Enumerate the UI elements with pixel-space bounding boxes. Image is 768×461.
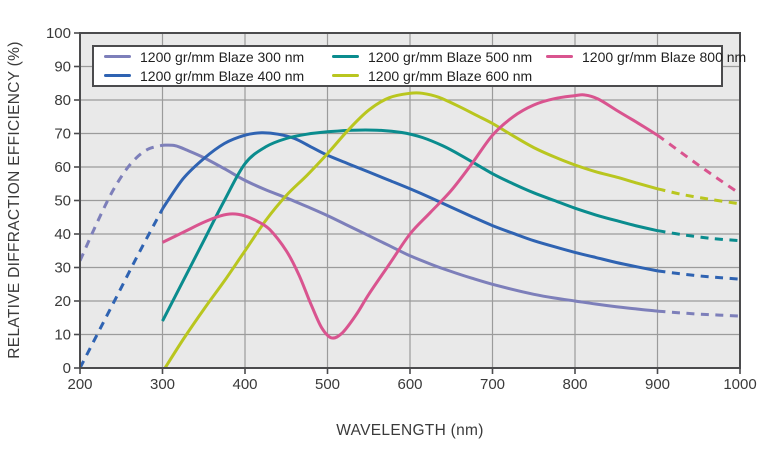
curve-blaze-400-solid xyxy=(161,131,658,273)
legend-swatch-blaze-800 xyxy=(546,54,573,59)
x-tick-label: 500 xyxy=(315,376,340,393)
curve-blaze-600-solid xyxy=(163,91,658,368)
legend-label: 1200 gr/mm Blaze 500 nm xyxy=(368,48,533,65)
y-axis-title: RELATIVE DIFFRACTION EFFICIENCY (%) xyxy=(6,41,23,359)
legend-label: 1200 gr/mm Blaze 300 nm xyxy=(140,48,305,65)
x-tick-label: 400 xyxy=(232,376,257,393)
y-tick-label: 90 xyxy=(54,59,71,76)
x-tick-label: 800 xyxy=(562,376,587,393)
x-tick-label: 600 xyxy=(397,376,422,393)
series-group xyxy=(80,91,740,368)
legend-item-blaze-400: 1200 gr/mm Blaze 400 nm xyxy=(104,66,332,85)
x-tick-label: 700 xyxy=(480,376,505,393)
x-tick-label: 200 xyxy=(67,376,92,393)
legend-swatch-blaze-500 xyxy=(332,54,359,59)
legend-item-blaze-800: 1200 gr/mm Blaze 800 nm xyxy=(546,47,746,66)
y-tick-label: 80 xyxy=(54,92,71,109)
y-tick-label: 0 xyxy=(63,360,71,377)
y-tick-label: 70 xyxy=(54,126,71,143)
x-axis-title: WAVELENGTH (nm) xyxy=(336,422,484,439)
y-tick-label: 100 xyxy=(46,25,71,42)
legend-swatch-blaze-600 xyxy=(332,73,359,78)
y-tick-label: 50 xyxy=(54,193,71,210)
y-tick-label: 20 xyxy=(54,293,71,310)
legend-item-blaze-300: 1200 gr/mm Blaze 300 nm xyxy=(104,47,332,66)
curve-blaze-800-solid xyxy=(161,93,659,340)
legend-item-blaze-500: 1200 gr/mm Blaze 500 nm xyxy=(332,47,546,66)
legend-label: 1200 gr/mm Blaze 800 nm xyxy=(582,48,747,65)
legend-swatch-blaze-300 xyxy=(104,54,131,59)
curve-blaze-500-solid xyxy=(161,128,658,322)
x-tick-label: 300 xyxy=(150,376,175,393)
curve-blaze-400-extrapolated xyxy=(80,208,164,368)
curve-blaze-300-extrapolated xyxy=(80,143,163,262)
y-tick-label: 30 xyxy=(54,260,71,277)
plot-frame xyxy=(79,32,741,369)
legend-swatch-blaze-400 xyxy=(104,73,131,78)
y-tick-label: 10 xyxy=(54,327,71,344)
legend-label: 1200 gr/mm Blaze 400 nm xyxy=(140,67,305,84)
legend-item-blaze-600: 1200 gr/mm Blaze 600 nm xyxy=(332,66,546,85)
x-tick-label: 900 xyxy=(645,376,670,393)
legend-label: 1200 gr/mm Blaze 600 nm xyxy=(368,67,533,84)
legend-items: 1200 gr/mm Blaze 300 nm 1200 gr/mm Blaze … xyxy=(104,47,746,85)
x-tick-label: 1000 xyxy=(723,376,756,393)
curve-blaze-800-extrapolated xyxy=(656,133,740,196)
y-tick-label: 40 xyxy=(54,226,71,243)
legend: 1200 gr/mm Blaze 300 nm 1200 gr/mm Blaze … xyxy=(92,45,746,87)
y-tick-label: 60 xyxy=(54,159,71,176)
